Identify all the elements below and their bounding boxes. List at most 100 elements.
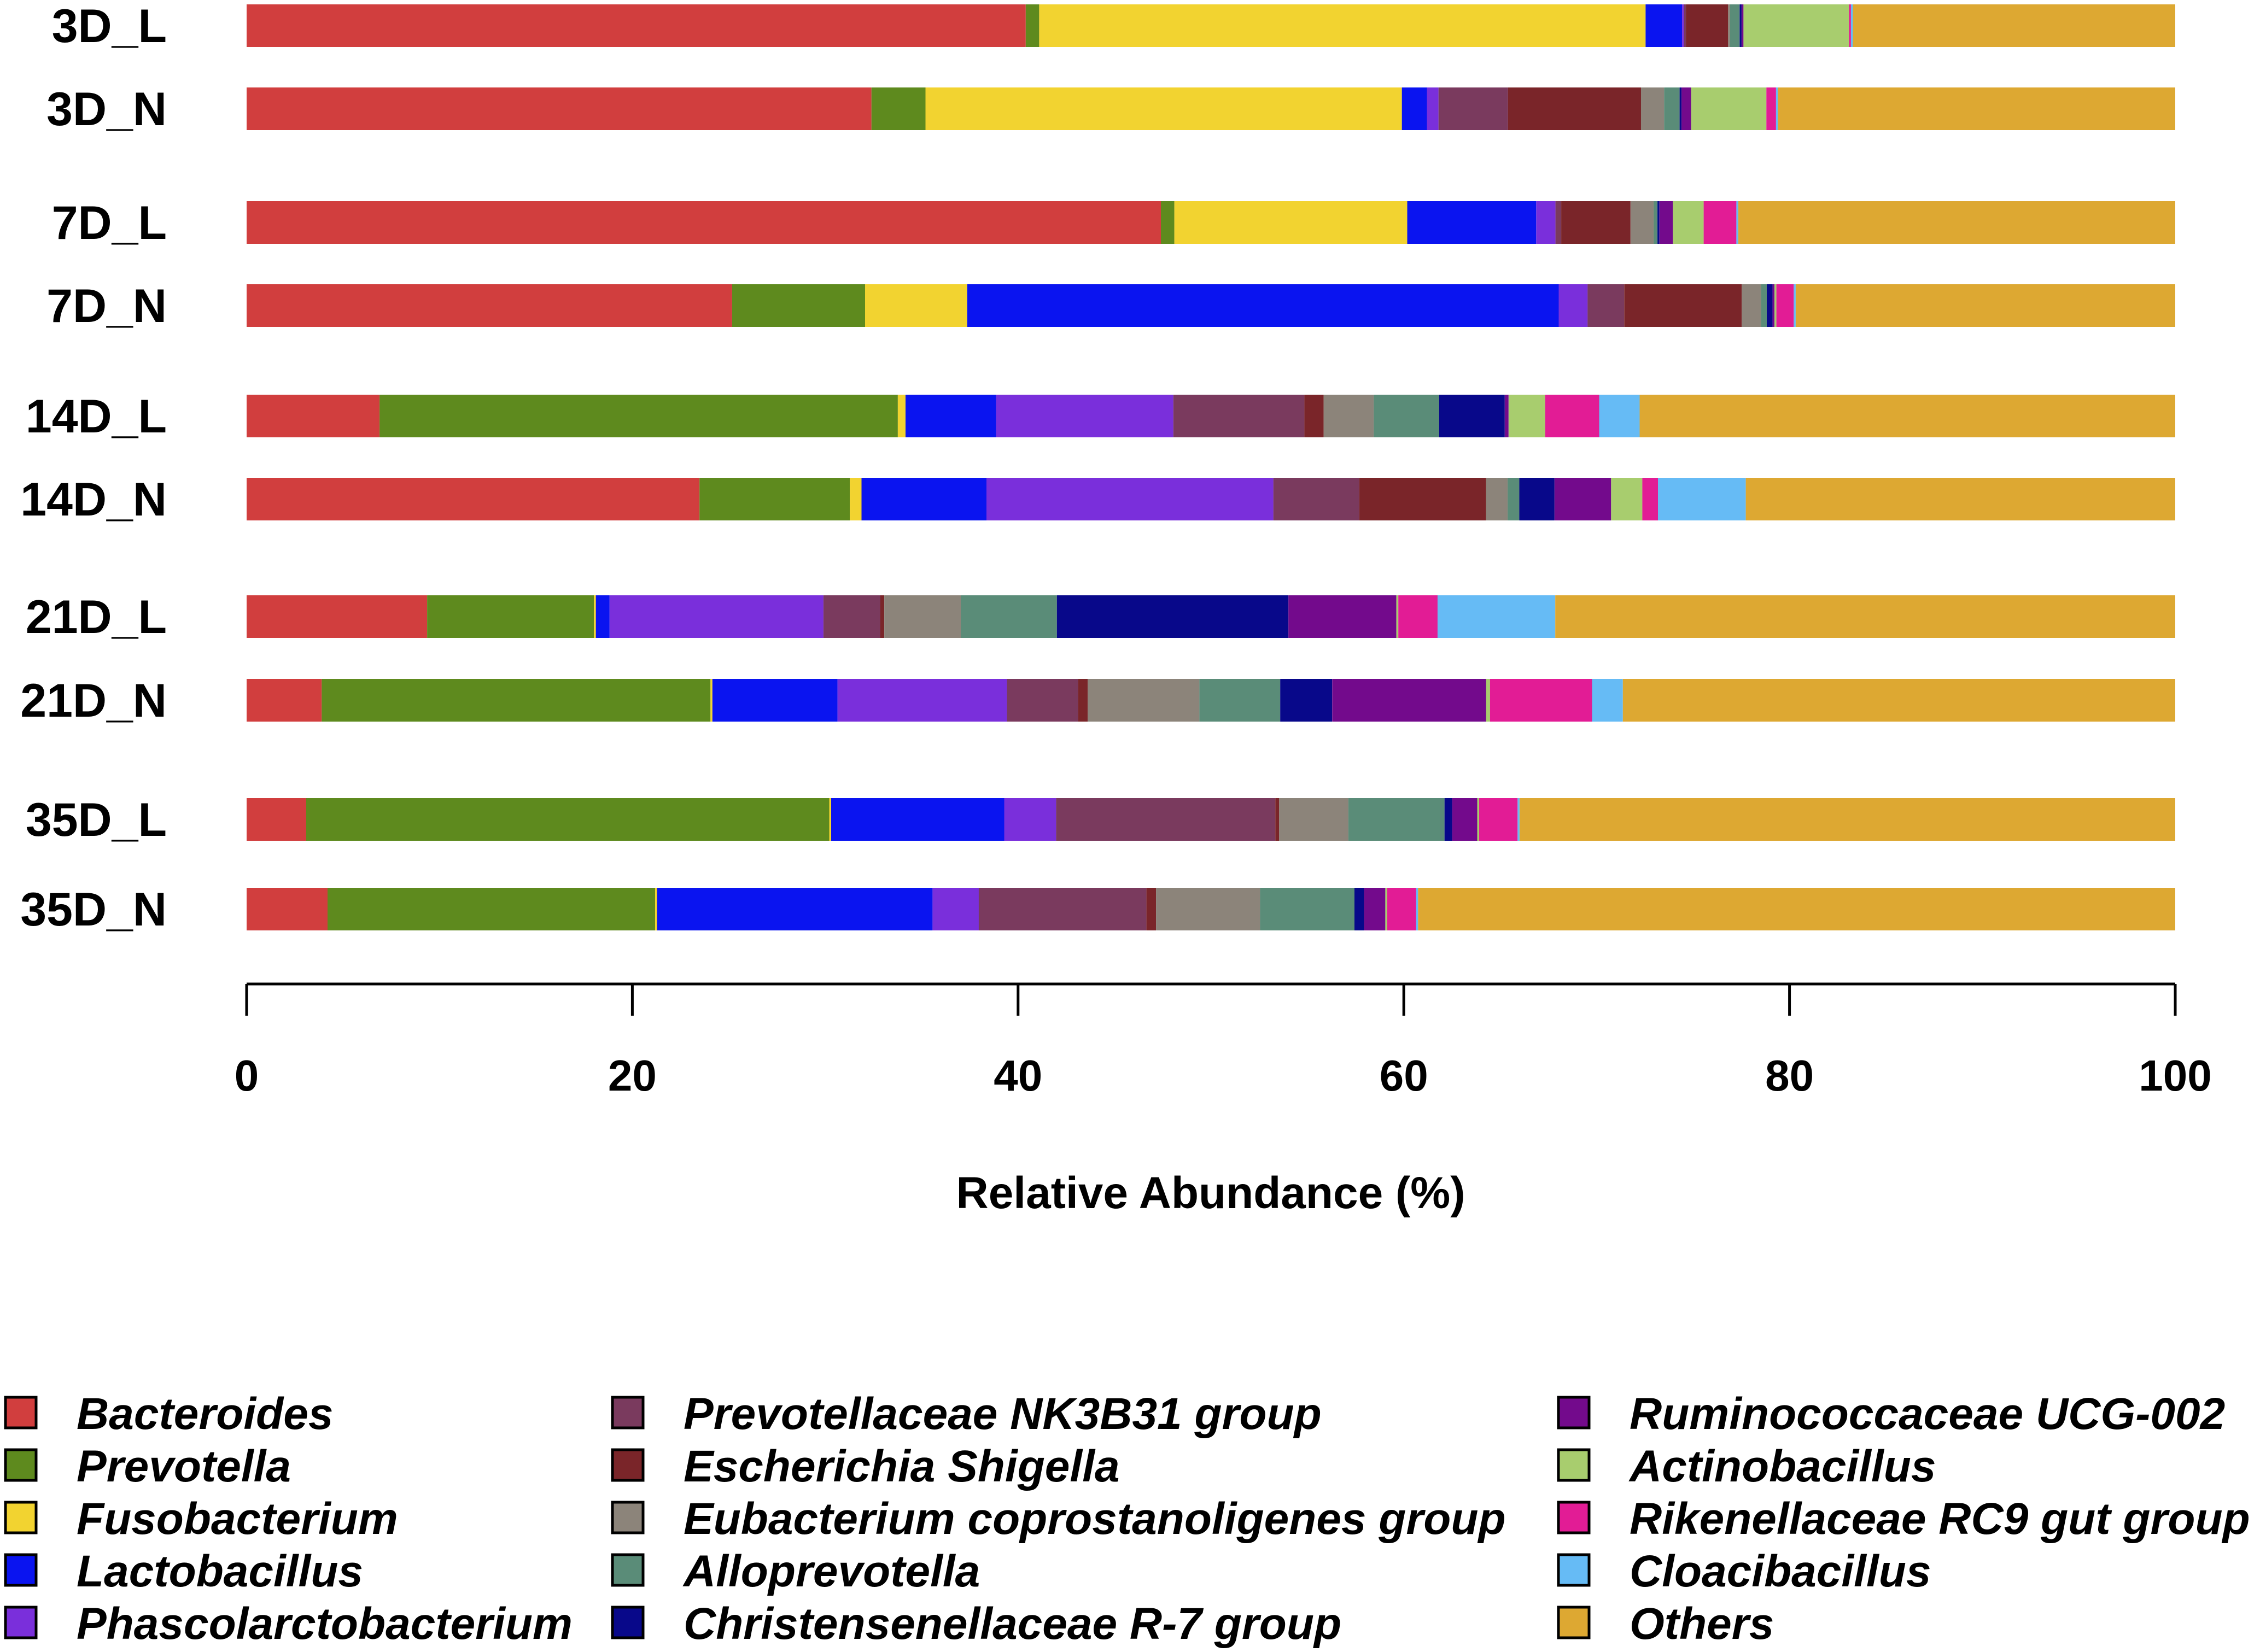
bar-row: [247, 595, 2175, 638]
bar-segment: [1642, 478, 1658, 520]
legend-swatch: [1557, 1501, 1591, 1534]
legend-swatch: [611, 1396, 645, 1430]
bar-segment: [1359, 478, 1486, 520]
bar-segment: [1743, 4, 1849, 47]
bar-segment: [1622, 679, 2175, 722]
legend-swatch: [4, 1553, 38, 1587]
bar-segment: [1354, 888, 1364, 930]
row-label: 14D_L: [26, 390, 167, 443]
legend-label: Eubacterium coprostanoligenes group: [684, 1494, 1506, 1544]
bar-segment: [1056, 595, 1289, 638]
legend-label: Bacteroides: [77, 1389, 333, 1439]
bar-segment: [306, 798, 830, 841]
legend-item: Bacteroides: [4, 1389, 333, 1439]
bar-segment: [1161, 201, 1175, 244]
bar-segment: [1508, 395, 1545, 437]
legend-swatch: [4, 1396, 38, 1430]
x-axis: 0 20 40 60 80 100: [235, 982, 2212, 1100]
bar-segment: [884, 595, 961, 638]
legend-label: Rikenellaceae RC9 gut group: [1630, 1494, 2250, 1544]
x-tick-label: 60: [1380, 1051, 1428, 1100]
bar-segment: [1332, 679, 1486, 722]
bar-segment: [932, 888, 979, 930]
legend-label: Lactobacillus: [77, 1546, 363, 1596]
bar-segment: [1658, 478, 1746, 520]
bar-segment: [247, 798, 306, 841]
legend-item: Eubacterium coprostanoligenes group: [611, 1494, 1506, 1544]
bar-row: [247, 87, 2175, 130]
legend-swatch: [1557, 1396, 1591, 1430]
bar-segment: [925, 87, 1402, 130]
row-label: 21D_L: [26, 591, 167, 643]
bar-row: [247, 888, 2175, 930]
bars-group: [247, 4, 2175, 930]
bar-segment: [1288, 595, 1397, 638]
bar-segment: [1374, 395, 1439, 437]
legend-item: Christensenellaceae R-7 group: [611, 1599, 1341, 1649]
bar-segment: [1554, 478, 1611, 520]
bar-segment: [1776, 87, 1778, 130]
bar-segment: [247, 478, 700, 520]
bar-segment: [1173, 395, 1305, 437]
bar-segment: [1396, 595, 1399, 638]
bar-segment: [712, 679, 838, 722]
legend-label: Fusobacterium: [77, 1494, 398, 1544]
legend-label: Phascolarctobacterium: [77, 1599, 573, 1649]
bar-segment: [1427, 87, 1439, 130]
bar-segment: [247, 888, 328, 930]
legend-swatch: [1557, 1606, 1591, 1639]
legend-label: Cloacibacillus: [1630, 1546, 1931, 1596]
bar-segment: [1545, 395, 1599, 437]
bar-segment: [655, 888, 657, 930]
bar-segment: [1078, 679, 1088, 722]
bar-segment: [1555, 595, 2175, 638]
bar-segment: [1418, 888, 2175, 930]
legend-label: Escherichia Shigella: [684, 1442, 1120, 1491]
bar-segment: [595, 595, 610, 638]
legend-item: Prevotella: [4, 1442, 291, 1491]
bar-segment: [1558, 284, 1588, 327]
bar-segment: [1745, 478, 2175, 520]
bar-segment: [1703, 201, 1737, 244]
legend-item: Alloprevotella: [611, 1546, 980, 1596]
bar-segment: [1536, 201, 1556, 244]
bar-segment: [906, 395, 996, 437]
bar-segment: [328, 888, 655, 930]
legend-label: Ruminococcaceae UCG-002: [1630, 1389, 2225, 1439]
bar-segment: [1741, 4, 1744, 47]
legend-item: Prevotellaceae NK3B31 group: [611, 1389, 1322, 1439]
bar-segment: [1056, 798, 1276, 841]
bar-segment: [379, 395, 898, 437]
bar-segment: [1156, 888, 1260, 930]
bar-segment: [247, 87, 872, 130]
bar-segment: [247, 595, 428, 638]
bar-segment: [1561, 201, 1631, 244]
bar-segment: [1007, 679, 1078, 722]
bar-segment: [1348, 798, 1445, 841]
bar-segment: [1679, 87, 1682, 130]
bar-row: [247, 284, 2175, 327]
bar-segment: [710, 679, 713, 722]
legend-swatch: [1557, 1448, 1591, 1482]
bar-segment: [1508, 478, 1520, 520]
bar-segment: [880, 595, 885, 638]
bar-segment: [850, 478, 862, 520]
bar-segment: [986, 478, 1274, 520]
bar-segment: [1486, 679, 1490, 722]
row-label: 3D_N: [46, 83, 167, 136]
bar-segment: [1592, 679, 1623, 722]
x-tick-label: 80: [1765, 1051, 1814, 1100]
bar-segment: [1739, 4, 1742, 47]
bar-segment: [1641, 87, 1665, 130]
row-label: 14D_N: [20, 473, 167, 526]
bar-segment: [1794, 284, 1796, 327]
bar-segment: [247, 201, 1161, 244]
bar-row: [247, 798, 2175, 841]
legend: BacteroidesPrevotellaFusobacteriumLactob…: [4, 1389, 2250, 1649]
bar-segment: [1477, 798, 1479, 841]
bar-segment: [1146, 888, 1157, 930]
legend-item: Ruminococcaceae UCG-002: [1557, 1389, 2225, 1439]
bar-segment: [1587, 284, 1625, 327]
bar-segment: [1088, 679, 1200, 722]
bar-segment: [1260, 888, 1354, 930]
